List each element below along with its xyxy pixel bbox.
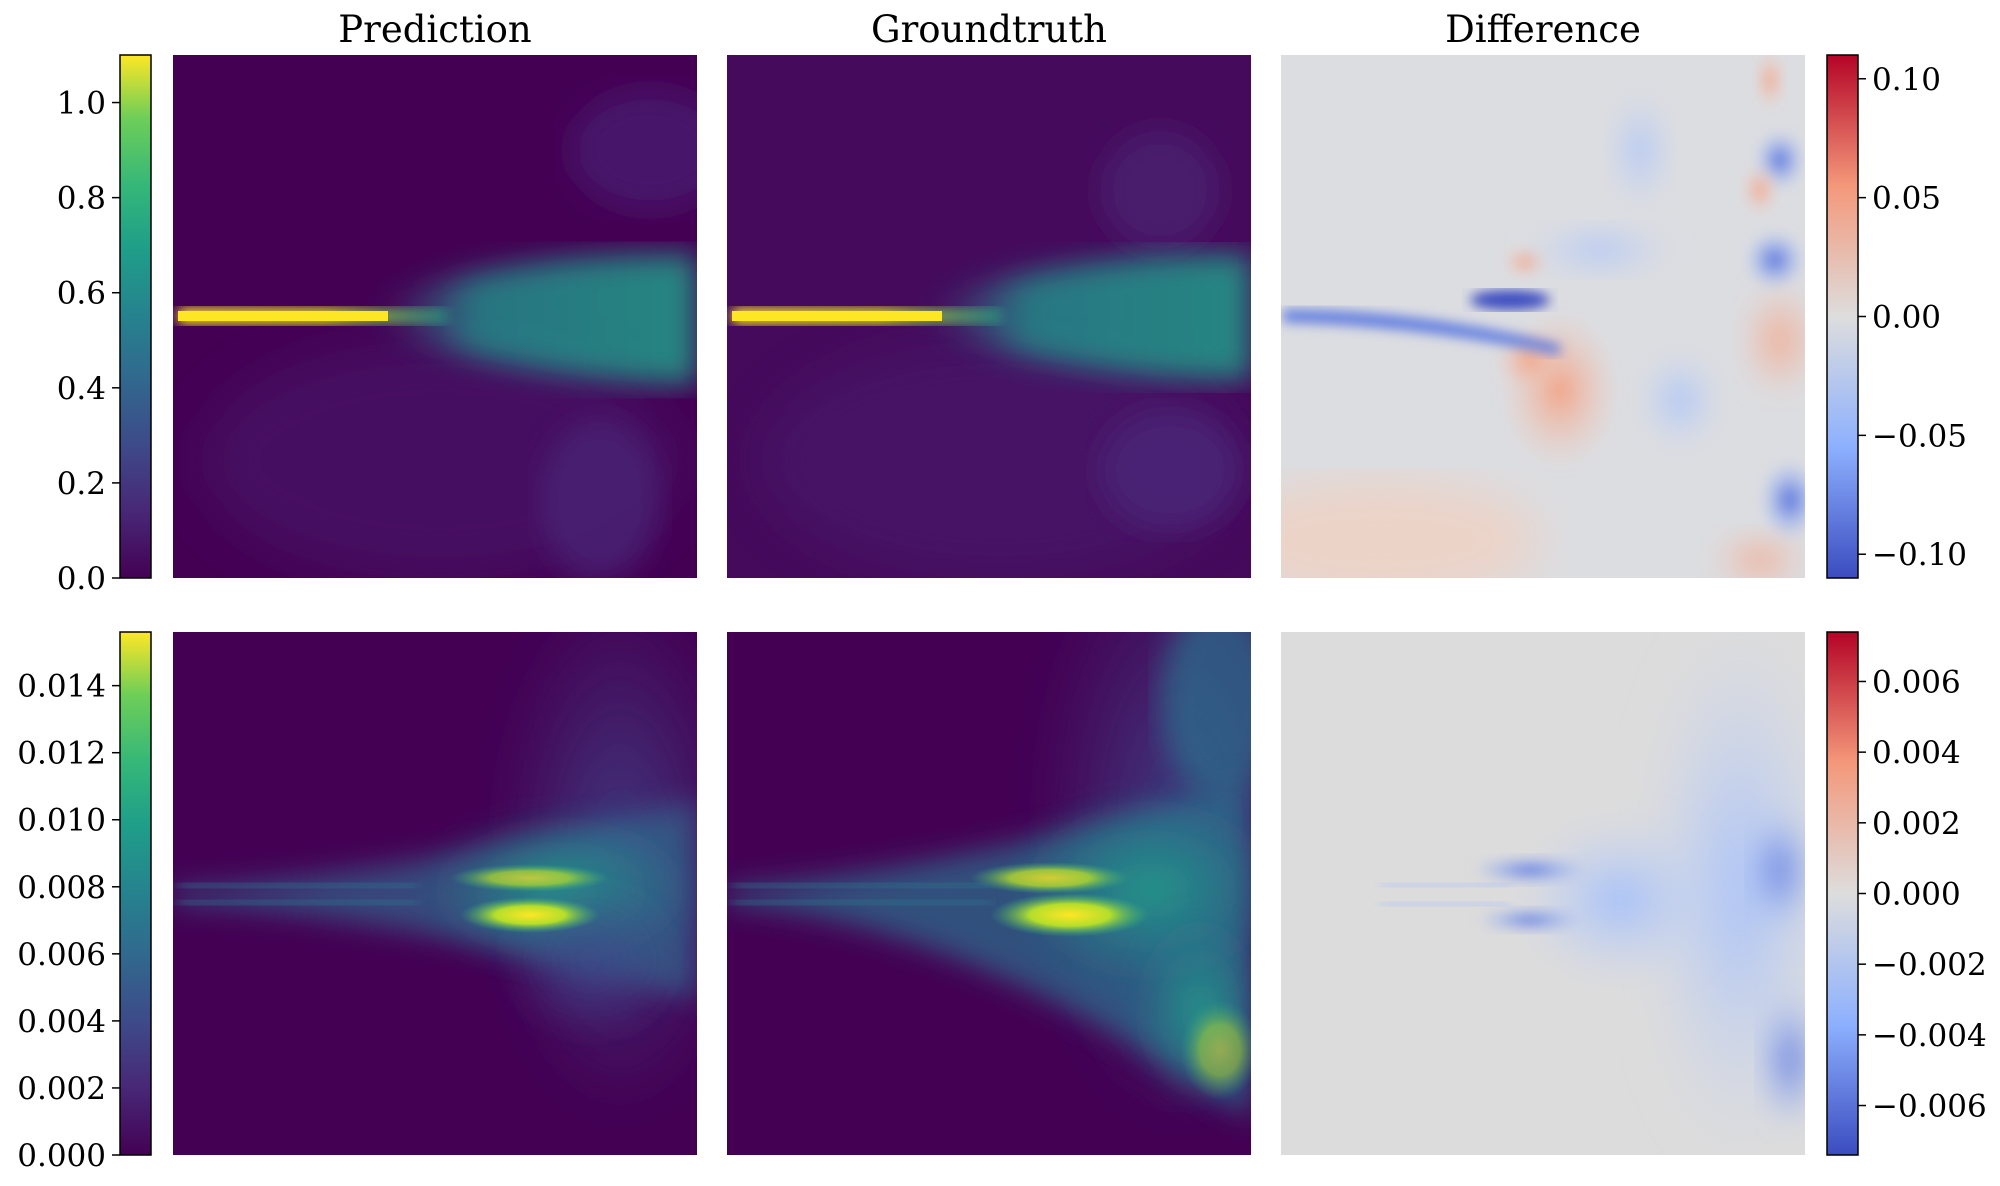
colorbar-tick-label: 0.012 [17,736,106,772]
colorbar-tick-label: −0.006 [1872,1089,1987,1125]
colorbar-tick-label: 0.8 [57,181,106,217]
colorbar-tick-label: 0.10 [1872,62,1941,98]
title-prediction: Prediction [338,8,532,51]
colorbar-tick-label: −0.10 [1872,537,1967,573]
heatmap-row2-groundtruth [727,520,1320,1155]
colorbar-tick-label: 0.000 [17,1138,106,1174]
heatmap-row2-difference [1281,610,1840,1170]
colorbar-row1-left: 0.0 0.2 0.4 0.6 0.8 1.0 [57,55,151,597]
colorbar-tick-label: 0.00 [1872,300,1941,336]
colorbar-tick-label: 0.004 [17,1004,106,1040]
heatmap-row2-prediction [173,590,740,1155]
colorbar-tick-label: 0.000 [1872,877,1961,913]
colorbar-tick-label: 1.0 [57,86,106,122]
colorbar-tick-label: 0.004 [1872,735,1961,771]
colorbar-tick-label: 0.4 [57,371,106,407]
colorbar-tick-label: 0.008 [17,870,106,906]
colorbar-tick-label: 0.010 [17,803,106,839]
colorbar-row2-left: 0.000 0.002 0.004 0.006 0.008 0.010 0.012 0.014 [17,632,151,1174]
colorbar-row2-right: 0.006 0.004 0.002 0.000 −0.002 −0.004 −0.006 [1827,632,1987,1155]
heatmap-row1-prediction [173,55,730,580]
colorbar-tick-label: 0.6 [57,276,106,312]
colorbar-tick-label: −0.002 [1872,947,1987,983]
colorbar-tick-label: −0.004 [1872,1018,1987,1054]
colorbar-row1-right: 0.10 0.05 0.00 −0.05 −0.10 [1827,55,1967,578]
colorbar-gradient [1827,55,1858,578]
colorbar-tick-label: 0.0 [57,561,106,597]
colorbar-tick-label: 0.014 [17,669,106,705]
colorbar-gradient [120,55,151,578]
heatmap-row1-groundtruth [727,55,1251,580]
colorbar-tick-label: 0.002 [17,1071,106,1107]
colorbar-tick-label: 0.2 [57,466,106,502]
colorbar-tick-label: −0.05 [1872,418,1967,454]
colorbar-tick-label: 0.006 [1872,664,1961,700]
title-groundtruth: Groundtruth [871,8,1107,51]
colorbar-tick-label: 0.006 [17,937,106,973]
colorbar-tick-label: 0.002 [1872,806,1961,842]
heatmap-row1-difference [1220,50,1820,600]
title-difference: Difference [1445,8,1641,51]
colorbar-gradient [120,632,151,1155]
colorbar-tick-label: 0.05 [1872,181,1941,217]
colorbar-gradient [1827,632,1858,1155]
